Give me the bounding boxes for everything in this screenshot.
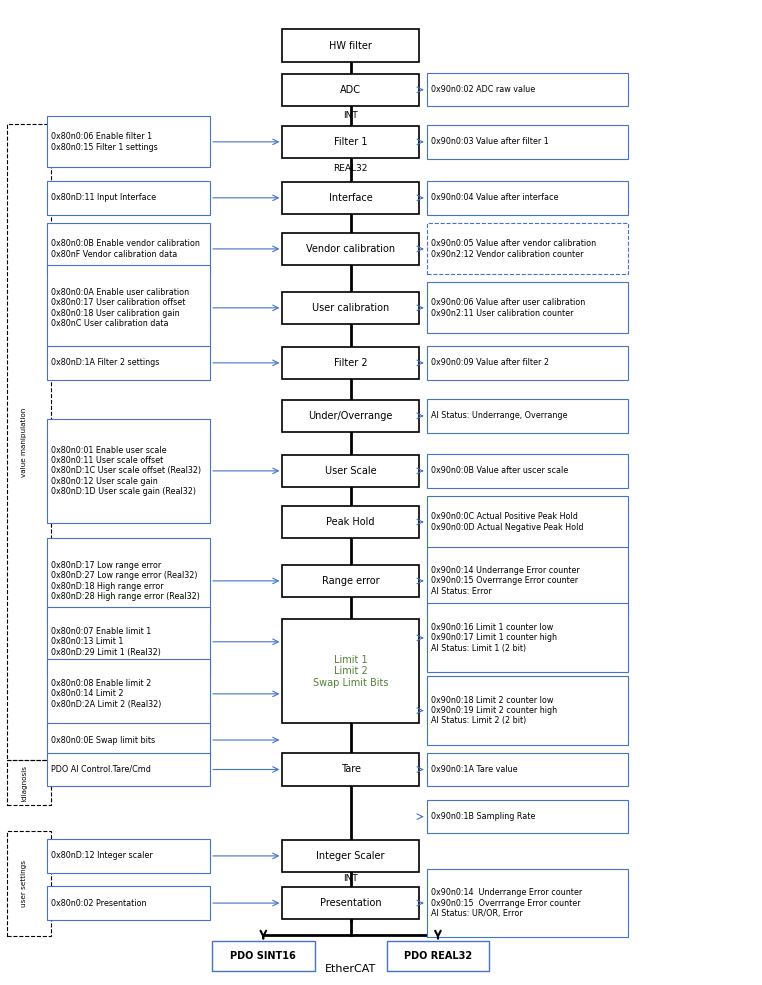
FancyBboxPatch shape: [427, 224, 628, 275]
FancyBboxPatch shape: [427, 346, 628, 379]
FancyBboxPatch shape: [427, 676, 628, 745]
FancyBboxPatch shape: [427, 399, 628, 432]
FancyBboxPatch shape: [427, 753, 628, 786]
Text: Range error: Range error: [322, 576, 379, 586]
Text: 0x80n0:08 Enable limit 2
0x80n0:14 Limit 2
0x80nD:2A Limit 2 (Real32): 0x80n0:08 Enable limit 2 0x80n0:14 Limit…: [52, 679, 162, 709]
FancyBboxPatch shape: [282, 620, 419, 723]
Text: 0x80n0:0A Enable user calibration
0x80n0:17 User calibration offset
0x80n0:18 Us: 0x80n0:0A Enable user calibration 0x80n0…: [52, 288, 190, 328]
Text: User calibration: User calibration: [312, 302, 389, 313]
FancyBboxPatch shape: [47, 660, 210, 728]
FancyBboxPatch shape: [427, 869, 628, 938]
Text: ADC: ADC: [340, 85, 361, 95]
Text: 0x90n0:14 Underrange Error counter
0x90n0:15 Overrrange Error counter
AI Status:: 0x90n0:14 Underrange Error counter 0x90n…: [431, 566, 580, 596]
Text: Under/Overrange: Under/Overrange: [309, 411, 393, 421]
Text: 0x80nD:17 Low range error
0x80nD:27 Low range error (Real32)
0x80nD:18 High rang: 0x80nD:17 Low range error 0x80nD:27 Low …: [52, 560, 200, 601]
Text: 0x80n0:06 Enable filter 1
0x80n0:15 Filter 1 settings: 0x80n0:06 Enable filter 1 0x80n0:15 Filt…: [52, 132, 158, 152]
FancyBboxPatch shape: [47, 265, 210, 351]
Text: 0x80n0:01 Enable user scale
0x80n0:11 User scale offset
0x80nD:1C User scale off: 0x80n0:01 Enable user scale 0x80n0:11 Us…: [52, 445, 202, 496]
FancyBboxPatch shape: [47, 839, 210, 873]
Text: 0x90n0:14  Underrange Error counter
0x90n0:15  Overrrange Error counter
AI Statu: 0x90n0:14 Underrange Error counter 0x90n…: [431, 888, 582, 918]
FancyBboxPatch shape: [282, 347, 419, 379]
Text: 0x90n0:05 Value after vendor calibration
0x90n2:12 Vendor calibration counter: 0x90n0:05 Value after vendor calibration…: [431, 239, 596, 259]
Text: HW filter: HW filter: [329, 40, 372, 50]
FancyBboxPatch shape: [427, 454, 628, 488]
Text: 0x80n0:0B Enable vendor calibration
0x80nF Vendor calibration data: 0x80n0:0B Enable vendor calibration 0x80…: [52, 239, 200, 259]
Text: 0x80nD:1A Filter 2 settings: 0x80nD:1A Filter 2 settings: [52, 359, 160, 367]
FancyBboxPatch shape: [282, 754, 419, 786]
Text: 0x80nD:12 Integer scaler: 0x80nD:12 Integer scaler: [52, 851, 153, 861]
FancyBboxPatch shape: [47, 608, 210, 676]
FancyBboxPatch shape: [47, 723, 210, 756]
FancyBboxPatch shape: [282, 840, 419, 872]
FancyBboxPatch shape: [282, 30, 419, 62]
FancyBboxPatch shape: [47, 116, 210, 167]
Text: 0x80nD:11 Input Interface: 0x80nD:11 Input Interface: [52, 193, 157, 202]
Text: Filter 1: Filter 1: [334, 137, 367, 147]
FancyBboxPatch shape: [282, 400, 419, 432]
FancyBboxPatch shape: [47, 886, 210, 920]
Text: REAL32: REAL32: [334, 164, 368, 172]
Text: 0x80n0:0E Swap limit bits: 0x80n0:0E Swap limit bits: [52, 736, 155, 745]
Text: AI Status: Underrange, Overrange: AI Status: Underrange, Overrange: [431, 412, 568, 421]
FancyBboxPatch shape: [282, 292, 419, 324]
FancyBboxPatch shape: [212, 942, 315, 971]
Text: Presentation: Presentation: [320, 898, 382, 908]
FancyBboxPatch shape: [427, 283, 628, 333]
Text: 0x80n0:07 Enable limit 1
0x80n0:13 Limit 1
0x80nD:29 Limit 1 (Real32): 0x80n0:07 Enable limit 1 0x80n0:13 Limit…: [52, 626, 162, 657]
Text: EtherCAT: EtherCAT: [325, 963, 376, 974]
Text: PDO REAL32: PDO REAL32: [404, 952, 472, 961]
Text: user settings: user settings: [21, 861, 27, 907]
FancyBboxPatch shape: [47, 181, 210, 215]
FancyBboxPatch shape: [47, 538, 210, 624]
FancyBboxPatch shape: [282, 886, 419, 919]
Text: 0x90n0:03 Value after filter 1: 0x90n0:03 Value after filter 1: [431, 137, 549, 147]
Text: 0x90n0:0C Actual Positive Peak Hold
0x90n0:0D Actual Negative Peak Hold: 0x90n0:0C Actual Positive Peak Hold 0x90…: [431, 512, 584, 532]
FancyBboxPatch shape: [282, 181, 419, 214]
FancyBboxPatch shape: [386, 942, 489, 971]
FancyBboxPatch shape: [427, 181, 628, 215]
FancyBboxPatch shape: [282, 232, 419, 265]
FancyBboxPatch shape: [282, 505, 419, 538]
Text: Filter 2: Filter 2: [334, 358, 367, 367]
FancyBboxPatch shape: [282, 126, 419, 158]
FancyBboxPatch shape: [282, 74, 419, 106]
Text: Integer Scaler: Integer Scaler: [316, 851, 385, 861]
Text: 0x90n0:02 ADC raw value: 0x90n0:02 ADC raw value: [431, 86, 536, 95]
Text: INT: INT: [343, 111, 358, 120]
FancyBboxPatch shape: [427, 604, 628, 672]
Text: PDO SINT16: PDO SINT16: [230, 952, 296, 961]
Text: Peak Hold: Peak Hold: [326, 517, 375, 527]
Text: 0x90n0:0B Value after uscer scale: 0x90n0:0B Value after uscer scale: [431, 466, 568, 476]
Text: 0x90n0:09 Value after filter 2: 0x90n0:09 Value after filter 2: [431, 359, 549, 367]
FancyBboxPatch shape: [47, 753, 210, 786]
FancyBboxPatch shape: [47, 419, 210, 523]
Text: 0x90n0:16 Limit 1 counter low
0x90n0:17 Limit 1 counter high
AI Status: Limit 1 : 0x90n0:16 Limit 1 counter low 0x90n0:17 …: [431, 623, 557, 653]
Text: 0x90n0:04 Value after interface: 0x90n0:04 Value after interface: [431, 193, 559, 202]
Text: 0x90n0:1A Tare value: 0x90n0:1A Tare value: [431, 765, 517, 774]
Text: !diagnosis: !diagnosis: [21, 763, 27, 801]
Text: value manipulation: value manipulation: [21, 407, 27, 477]
Text: Vendor calibration: Vendor calibration: [306, 244, 395, 254]
Text: Tare: Tare: [341, 764, 360, 774]
Text: 0x80n0:02 Presentation: 0x80n0:02 Presentation: [52, 898, 147, 907]
Text: Limit 1
Limit 2
Swap Limit Bits: Limit 1 Limit 2 Swap Limit Bits: [313, 655, 389, 688]
Text: 0x90n0:18 Limit 2 counter low
0x90n0:19 Limit 2 counter high
AI Status: Limit 2 : 0x90n0:18 Limit 2 counter low 0x90n0:19 …: [431, 695, 557, 726]
Text: 0x90n0:06 Value after user calibration
0x90n2:11 User calibration counter: 0x90n0:06 Value after user calibration 0…: [431, 298, 585, 317]
FancyBboxPatch shape: [427, 547, 628, 616]
Text: 0x90n0:1B Sampling Rate: 0x90n0:1B Sampling Rate: [431, 813, 536, 821]
Text: PDO AI Control.Tare/Cmd: PDO AI Control.Tare/Cmd: [52, 765, 152, 774]
FancyBboxPatch shape: [427, 800, 628, 833]
FancyBboxPatch shape: [427, 496, 628, 548]
FancyBboxPatch shape: [427, 73, 628, 106]
Text: Interface: Interface: [328, 193, 373, 203]
FancyBboxPatch shape: [47, 224, 210, 275]
FancyBboxPatch shape: [282, 455, 419, 488]
FancyBboxPatch shape: [47, 346, 210, 379]
FancyBboxPatch shape: [282, 564, 419, 597]
Text: User Scale: User Scale: [325, 466, 376, 476]
Text: INT: INT: [343, 874, 358, 883]
FancyBboxPatch shape: [427, 125, 628, 159]
